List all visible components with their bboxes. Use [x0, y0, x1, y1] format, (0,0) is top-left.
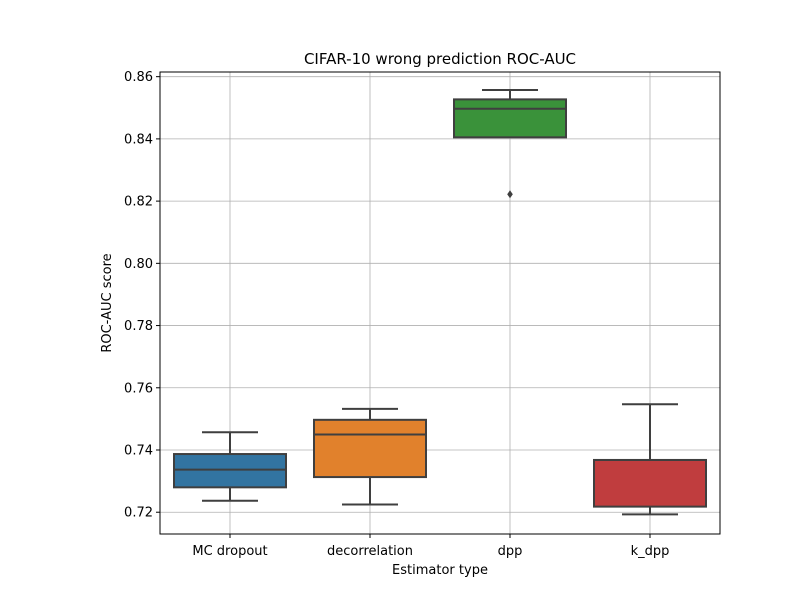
x-axis-label: Estimator type: [392, 563, 488, 578]
y-tick-label: 0.86: [124, 70, 153, 85]
x-tick-label: decorrelation: [327, 544, 413, 559]
box-mc-dropout: [173, 431, 287, 502]
y-axis-label: ROC-AUC score: [100, 253, 115, 352]
interquartile-box: [173, 453, 287, 489]
outlier-point: [507, 190, 513, 199]
axis-ticks: 0.72 0.74 0.76 0.78 0.80 0.82 0.84 0.86 MC dropo…: [124, 70, 669, 559]
box-k-dpp: [593, 403, 707, 516]
chart-title: CIFAR-10 wrong prediction ROC-AUC: [304, 50, 576, 68]
box-dpp: [453, 89, 567, 199]
y-tick-label: 0.76: [124, 381, 153, 396]
x-tick-label: k_dpp: [631, 544, 670, 559]
x-tick-label: MC dropout: [192, 544, 267, 559]
x-tick-label: dpp: [498, 544, 523, 559]
interquartile-box: [313, 418, 427, 479]
y-tick-label: 0.74: [124, 444, 153, 459]
interquartile-box: [593, 458, 707, 508]
y-tick-label: 0.82: [124, 195, 153, 210]
y-tick-label: 0.84: [124, 132, 153, 147]
y-tick-label: 0.72: [124, 506, 153, 521]
box-decorrelation: [313, 407, 427, 506]
y-tick-label: 0.80: [124, 257, 153, 272]
y-tick-label: 0.78: [124, 319, 153, 334]
interquartile-box: [453, 98, 567, 139]
boxes: [173, 89, 707, 516]
plot-frame: [159, 71, 721, 535]
